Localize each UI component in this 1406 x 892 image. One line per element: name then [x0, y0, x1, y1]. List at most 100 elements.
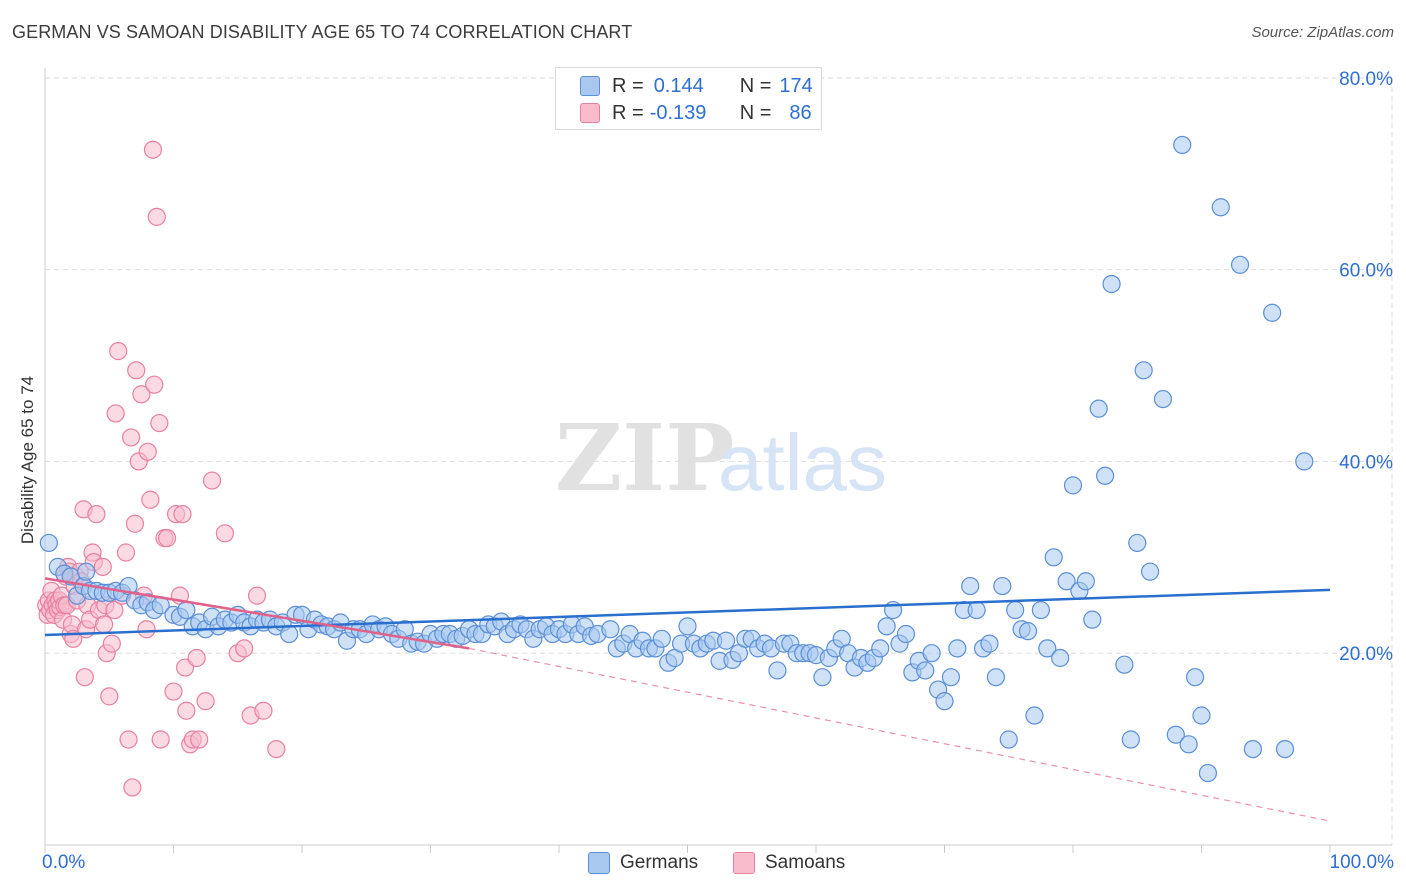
german-point — [1083, 610, 1102, 629]
german-point — [1230, 255, 1250, 274]
german-points — [39, 135, 1314, 783]
axes — [44, 68, 1392, 853]
german-point — [1198, 763, 1218, 783]
samoan-point — [121, 428, 141, 447]
samoan-point — [150, 413, 169, 433]
german-point — [1076, 572, 1095, 591]
r-value: -0.139 — [649, 101, 707, 124]
gridlines — [45, 77, 1393, 845]
samoan-point — [247, 586, 267, 605]
stats-row-germans: R = 0.144 N = 174 — [580, 74, 813, 98]
watermark-zip: ZIP — [555, 404, 734, 512]
german-point — [1211, 198, 1230, 217]
samoan-points — [37, 140, 286, 797]
german-point — [1173, 135, 1192, 155]
german-point — [177, 600, 196, 620]
samoan-point — [215, 524, 234, 543]
samoan-point — [100, 687, 119, 706]
samoan-legend-swatch — [733, 852, 755, 874]
german-point — [1057, 572, 1076, 591]
german-point — [961, 576, 980, 596]
n-label: N = — [739, 74, 772, 97]
samoan-point — [151, 730, 170, 749]
samoan-trend-extension — [468, 647, 1331, 822]
samoan-point — [102, 634, 121, 653]
german-point — [280, 624, 299, 644]
german-point — [1018, 622, 1038, 641]
german-point — [652, 629, 671, 648]
r-value: 0.144 — [653, 74, 704, 97]
german-point — [601, 620, 620, 639]
german-point — [678, 617, 697, 636]
legend-samoans-label: Samoans — [765, 852, 846, 873]
y-axis-label: Disability Age 65 to 74 — [18, 375, 37, 545]
samoan-point — [164, 682, 183, 701]
german-trend-line — [44, 588, 1331, 637]
samoan-point — [143, 140, 163, 159]
german-point — [935, 692, 954, 711]
samoan-point — [147, 207, 166, 226]
german-point — [1025, 706, 1044, 725]
samoan-point — [105, 600, 124, 620]
samoan-point — [141, 490, 160, 509]
german-point — [993, 576, 1012, 596]
german-point — [1115, 655, 1134, 674]
legend-germans: Germans — [588, 852, 698, 874]
stats-row-samoans: R = -0.139 N = 86 — [580, 101, 812, 125]
samoan-swatch — [580, 103, 600, 123]
german-point — [1140, 562, 1160, 581]
samoan-point — [190, 730, 209, 749]
samoan-point — [202, 471, 222, 490]
samoan-point — [235, 639, 254, 658]
samoan-point — [106, 404, 125, 423]
samoan-point — [132, 385, 151, 404]
german-point — [1166, 725, 1185, 744]
r-label: R = — [612, 74, 644, 97]
source-label: Source: ZipAtlas.com — [1251, 24, 1394, 41]
chart-title: GERMAN VS SAMOAN DISABILITY AGE 65 TO 74… — [12, 22, 633, 42]
german-point — [967, 600, 986, 620]
samoan-point — [125, 514, 145, 533]
x-tick-label-max: 100.0% — [1329, 852, 1394, 873]
german-point — [1295, 452, 1314, 471]
r-label: R = — [612, 101, 644, 124]
samoan-point — [87, 505, 106, 524]
samoan-point — [145, 375, 164, 394]
german-point — [813, 668, 832, 687]
y-tick-label: 20.0% — [1339, 644, 1393, 665]
german-point — [768, 661, 787, 680]
x-tick-label-min: 0.0% — [42, 852, 86, 873]
german-point — [922, 644, 941, 663]
german-point — [1089, 399, 1108, 418]
german-point — [1134, 361, 1153, 380]
samoan-point — [127, 361, 146, 380]
german-point — [1006, 600, 1025, 620]
german-point — [39, 533, 58, 553]
german-point — [1243, 739, 1263, 759]
german-point — [1179, 735, 1198, 754]
german-point — [716, 631, 736, 650]
samoan-point — [109, 342, 128, 361]
german-point — [871, 639, 890, 658]
german-legend-swatch — [588, 852, 610, 874]
samoan-point — [137, 620, 156, 639]
y-tick-labels: 20.0% 40.0% 60.0% 80.0% — [1339, 69, 1393, 665]
german-point — [1275, 739, 1295, 759]
german-point — [1051, 648, 1070, 668]
german-point — [1192, 706, 1211, 725]
german-point — [1102, 274, 1121, 294]
samoan-point — [123, 778, 142, 797]
y-tick-label: 80.0% — [1339, 69, 1393, 90]
samoan-point — [187, 648, 206, 668]
german-point — [986, 668, 1006, 687]
german-point — [877, 617, 896, 636]
german-point — [1153, 389, 1173, 409]
n-label: N = — [739, 101, 772, 124]
y-tick-label: 60.0% — [1339, 261, 1393, 282]
samoan-point — [254, 701, 273, 720]
german-point — [896, 624, 916, 644]
german-point — [999, 730, 1018, 749]
german-point — [1185, 668, 1205, 687]
